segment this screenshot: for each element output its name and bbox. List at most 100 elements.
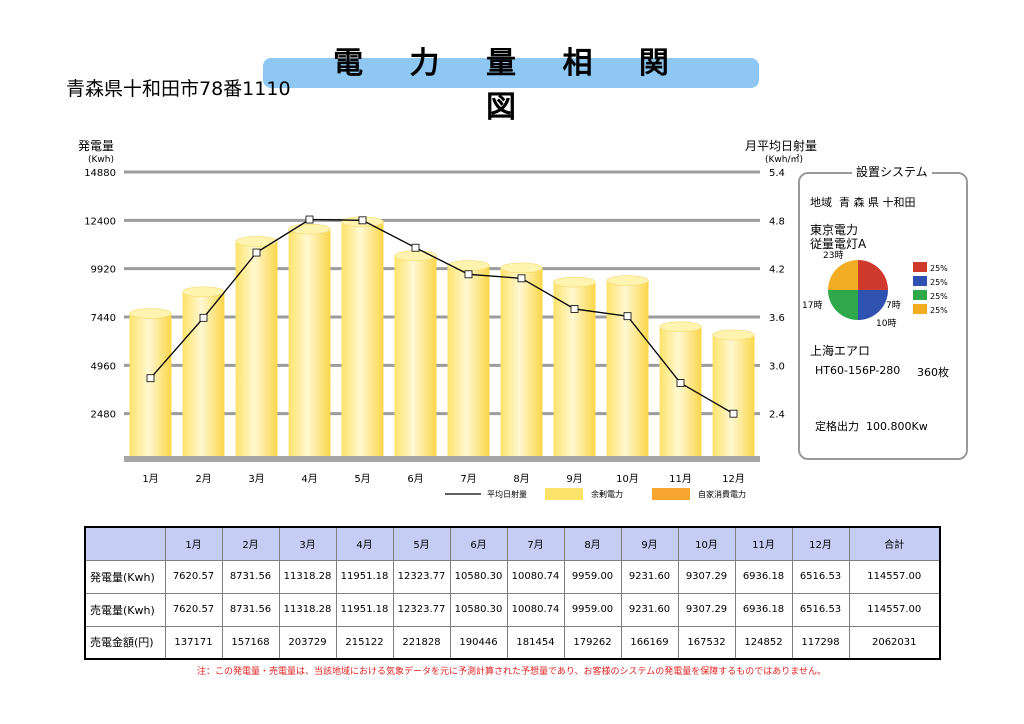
table-cell: 10080.74 [506,592,565,627]
table-cell: 166169 [620,625,679,660]
utility-name: 東京電力 [810,223,859,237]
bar-top [129,308,172,319]
title-banner [263,58,759,88]
y-left-tick-label: 7440 [91,313,116,324]
pie-hour-label: 23時 [823,250,843,261]
legend-label: 平均日射量 [487,489,527,499]
x-tick-label: 2月 [195,473,211,485]
x-tick-label: 4月 [301,473,317,485]
y-left-tick-label: 9920 [91,265,116,276]
bar [447,265,490,456]
table-cell: 11951.18 [335,592,394,627]
pie-hour-label: 10時 [876,318,896,329]
y-right-axis-unit: (Kwh/㎡) [765,154,803,165]
bar-series [129,216,755,456]
table-header-cell: 12月 [791,526,850,561]
table-header-cell: 7月 [506,526,565,561]
y-left-tick-label: 4960 [91,361,116,372]
x-tick-label: 3月 [248,473,264,485]
line-point [411,243,420,252]
table-cell: 203729 [278,625,337,660]
line-path [150,218,734,415]
pie-legend-label: 25% [930,278,948,287]
system-panel [798,172,968,460]
bar [394,255,437,456]
legend-swatch [652,488,690,500]
y-left-axis-label: 発電量 [78,139,114,153]
y-right-tick-label: 2.4 [769,410,785,421]
pie-slice [828,260,858,290]
table-cell: 117298 [791,625,850,660]
rated-output: 定格出力 100.800Kw [815,418,928,434]
table-cell: 6936.18 [734,592,793,627]
line-point [729,409,738,418]
row-label: 売電金額(円) [84,625,166,660]
pie-legend-label: 25% [930,306,948,315]
x-tick-label: 7月 [460,473,476,485]
table-cell: 12323.77 [392,559,451,594]
table-cell: 114557.00 [848,559,941,594]
table-cell: 10580.30 [449,592,508,627]
maker-name: 上海エアロ [810,344,871,358]
rated-value: 100.800Kw [866,420,928,433]
table-cell: 10580.30 [449,559,508,594]
table-header-cell [84,526,166,561]
table-cell: 9959.00 [563,592,622,627]
line-point [146,374,155,383]
rated-label: 定格出力 [815,420,859,433]
table-cell: 157168 [221,625,280,660]
x-tick-label: 8月 [513,473,529,485]
table-cell: 7620.57 [164,559,223,594]
table-cell: 7620.57 [164,592,223,627]
table-cell: 8731.56 [221,559,280,594]
pie-hour-label: 17時 [802,300,822,311]
legend-label: 自家消費電力 [698,489,746,499]
table-header-cell: 2月 [221,526,280,561]
legend-swatch [545,488,583,500]
pie-legend-swatch [913,304,927,314]
pie-slice [858,260,888,290]
line-point [676,379,685,387]
pie-legend-label: 25% [930,264,948,273]
pie-legend-swatch [913,290,927,300]
table-cell: 11318.28 [278,592,337,627]
table-cell: 10080.74 [506,559,565,594]
table-header-cell: 10月 [677,526,736,561]
table-header-cell: 3月 [278,526,337,561]
bar [500,267,543,456]
bar [235,241,278,456]
bar [606,280,649,456]
y-left-axis-unit: (Kwh) [88,155,114,165]
table-cell: 9307.29 [677,592,736,627]
panel-count: 360枚 [917,366,949,379]
table-cell: 124852 [734,625,793,660]
page-title: 電 力 量 相 関 図 [333,46,687,125]
y-right-tick-label: 4.8 [769,216,785,227]
floor [124,456,760,462]
y-right-axis-label: 月平均日射量 [745,138,817,153]
line-point [570,305,579,313]
axis-labels: 2480 2.4 4960 3.0 7440 3.6 9920 4.2 12400 4.8 1488… [78,138,817,500]
bar-top [182,286,225,298]
bar [288,229,331,456]
table-cell: 6936.18 [734,559,793,594]
table-cell: 12323.77 [392,592,451,627]
table-cell: 181454 [506,625,565,660]
x-tick-label: 6月 [407,473,423,485]
table-cell: 6516.53 [791,559,850,594]
line-point [464,270,473,279]
y-left-tick-label: 14880 [84,168,116,179]
row-label: 売電量(Kwh) [84,592,166,627]
line-point [305,215,314,224]
region-value: 青 森 県 十和田 [839,196,916,209]
table-cell: 6516.53 [791,592,850,627]
disclaimer-note: 注：この発電量・売電量は、当該地域における気象データを元に予測計算された予想量で… [196,667,826,677]
table-header-cell: 4月 [335,526,394,561]
line-point [623,312,632,321]
x-tick-label: 1月 [142,473,158,485]
table-cell: 9959.00 [563,559,622,594]
x-tick-label: 9月 [566,473,582,485]
system-title: 設置システム [852,163,932,180]
table-header-cell: 1月 [164,526,223,561]
x-tick-label: 5月 [354,473,370,485]
